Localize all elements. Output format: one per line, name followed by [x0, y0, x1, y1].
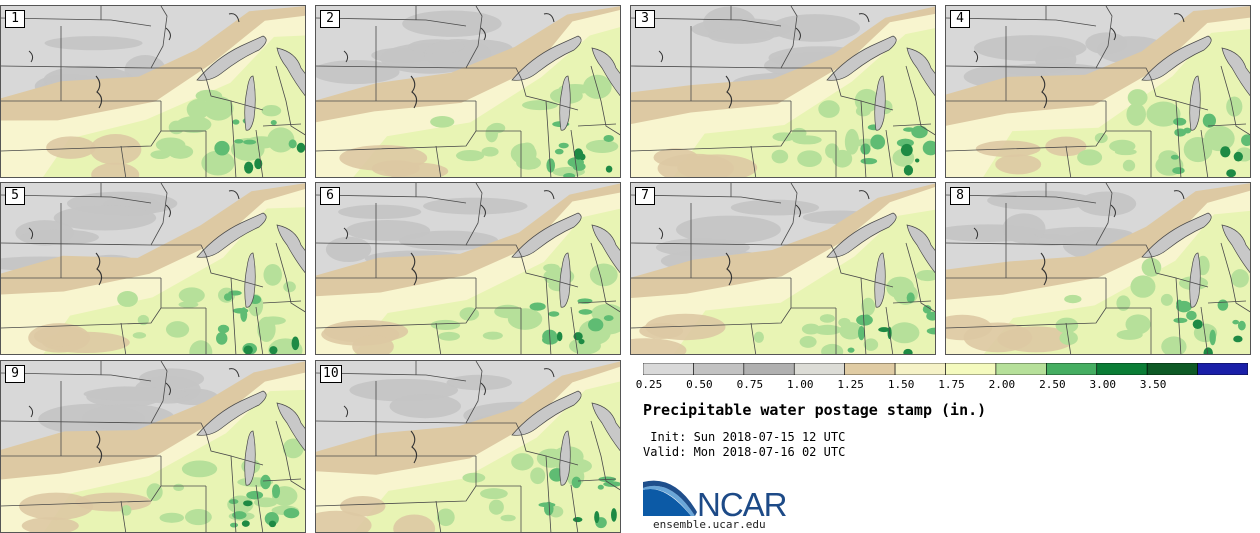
ensemble-member-panel[interactable]: 6 — [315, 182, 621, 355]
colorbar-tick: 1.25 — [837, 378, 864, 391]
precipitable-water-map — [316, 6, 620, 177]
member-number-label: 7 — [635, 187, 655, 205]
member-number-label: 2 — [320, 10, 340, 28]
colorbar-tick: 0.25 — [635, 378, 663, 391]
colorbar-segment — [1146, 363, 1198, 375]
colorbar-segment — [1096, 363, 1148, 375]
chart-title: Precipitable water postage stamp (in.) — [643, 401, 987, 419]
member-number-label: 6 — [320, 187, 340, 205]
colorbar-tick: 0.50 — [686, 378, 713, 391]
colorbar-tick: 2.00 — [988, 378, 1016, 391]
colorbar-tick: 0.75 — [736, 378, 764, 391]
colorbar-tick: 2.50 — [1039, 378, 1066, 391]
precipitable-water-map — [316, 361, 620, 532]
ensemble-member-panel[interactable]: 3 — [630, 5, 936, 178]
precipitable-water-colorbar — [643, 363, 1248, 375]
precipitable-water-map — [1, 183, 305, 354]
precipitable-water-map — [946, 183, 1250, 354]
precipitable-water-map — [946, 6, 1250, 177]
ensemble-member-panel[interactable]: 2 — [315, 5, 621, 178]
precipitable-water-map — [1, 361, 305, 532]
colorbar-tick: 1.00 — [787, 378, 814, 391]
colorbar-segment — [693, 363, 745, 375]
member-number-label: 8 — [950, 187, 970, 205]
member-number-label: 3 — [635, 10, 655, 28]
member-number-label: 10 — [320, 365, 342, 383]
ensemble-member-panel[interactable]: 1 — [0, 5, 306, 178]
ensemble-member-panel[interactable]: 4 — [945, 5, 1251, 178]
valid-time: Valid: Mon 2018-07-16 02 UTC — [643, 445, 846, 459]
colorbar-tick: 1.50 — [887, 378, 915, 391]
member-number-label: 1 — [5, 10, 25, 28]
colorbar-segment — [1197, 363, 1248, 375]
colorbar-segment — [844, 363, 896, 375]
colorbar-tick: 3.50 — [1139, 378, 1167, 391]
ensemble-member-panel[interactable]: 7 — [630, 182, 936, 355]
member-number-label: 4 — [950, 10, 970, 28]
colorbar-segment — [643, 363, 694, 375]
colorbar-segment — [945, 363, 997, 375]
colorbar-tick: 3.00 — [1089, 378, 1117, 391]
ncar-logo-text: NCAR — [697, 486, 787, 520]
colorbar-segment — [1046, 363, 1098, 375]
precipitable-water-map — [631, 6, 935, 177]
precipitable-water-map — [631, 183, 935, 354]
init-time: Init: Sun 2018-07-15 12 UTC — [643, 430, 846, 444]
precipitable-water-map — [316, 183, 620, 354]
colorbar-segment — [995, 363, 1047, 375]
ensemble-member-panel[interactable]: 10 — [315, 360, 621, 533]
colorbar-segment — [743, 363, 795, 375]
colorbar-tick: 1.75 — [938, 378, 965, 391]
ncar-logo-arc-icon — [643, 489, 691, 516]
precipitable-water-map — [1, 6, 305, 177]
ncar-logo[interactable]: NCAR — [641, 476, 791, 520]
colorbar-segment — [894, 363, 946, 375]
ensemble-member-panel[interactable]: 8 — [945, 182, 1251, 355]
member-number-label: 5 — [5, 187, 25, 205]
colorbar-segment — [793, 363, 845, 375]
ensemble-member-panel[interactable]: 5 — [0, 182, 306, 355]
ensemble-member-panel[interactable]: 9 — [0, 360, 306, 533]
member-number-label: 9 — [5, 365, 25, 383]
ncar-url[interactable]: ensemble.ucar.edu — [653, 518, 766, 531]
